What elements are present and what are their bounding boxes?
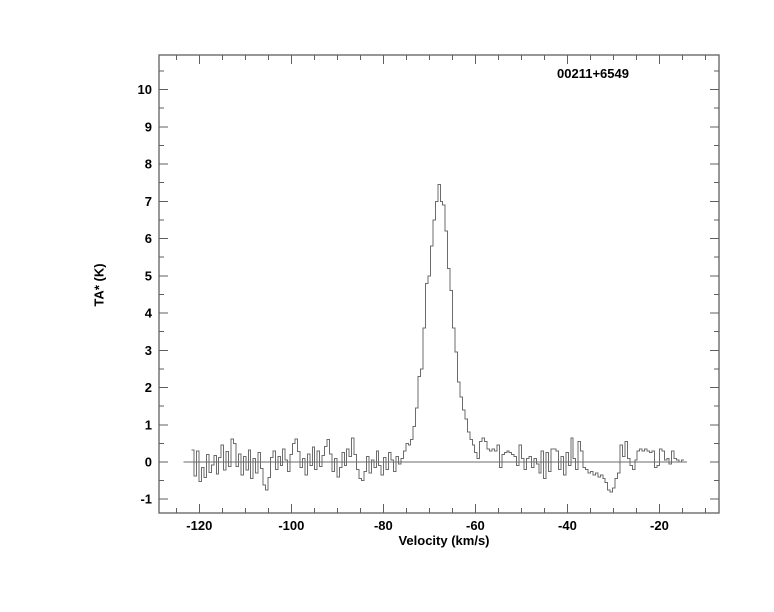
y-tick-label: 8 bbox=[145, 157, 152, 172]
y-tick-label: 4 bbox=[145, 306, 153, 321]
plot-frame bbox=[158, 54, 720, 514]
x-tick-label: -60 bbox=[466, 518, 485, 533]
y-tick-label: 9 bbox=[145, 119, 152, 134]
y-tick-label: -1 bbox=[140, 492, 152, 507]
x-tick-label: -80 bbox=[374, 518, 393, 533]
x-axis-title: Velocity (km/s) bbox=[398, 533, 490, 548]
y-tick-label: 6 bbox=[145, 231, 152, 246]
spectrum-trace bbox=[191, 184, 684, 493]
x-tick-label: -120 bbox=[186, 518, 212, 533]
y-axis-title: TA* (K) bbox=[91, 263, 107, 307]
x-tick-label: -20 bbox=[650, 518, 669, 533]
y-tick-label: 3 bbox=[145, 343, 152, 358]
y-tick-label: 7 bbox=[145, 194, 152, 209]
y-tick-label: 0 bbox=[145, 454, 152, 469]
y-tick-label: 5 bbox=[145, 268, 152, 283]
y-tick-label: 1 bbox=[145, 417, 152, 432]
source-name-label: 00211+6549 bbox=[557, 66, 629, 81]
y-tick-label: 2 bbox=[145, 380, 152, 395]
x-tick-label: -40 bbox=[558, 518, 577, 533]
y-tick-label: 10 bbox=[138, 82, 152, 97]
x-tick-label: -100 bbox=[278, 518, 304, 533]
